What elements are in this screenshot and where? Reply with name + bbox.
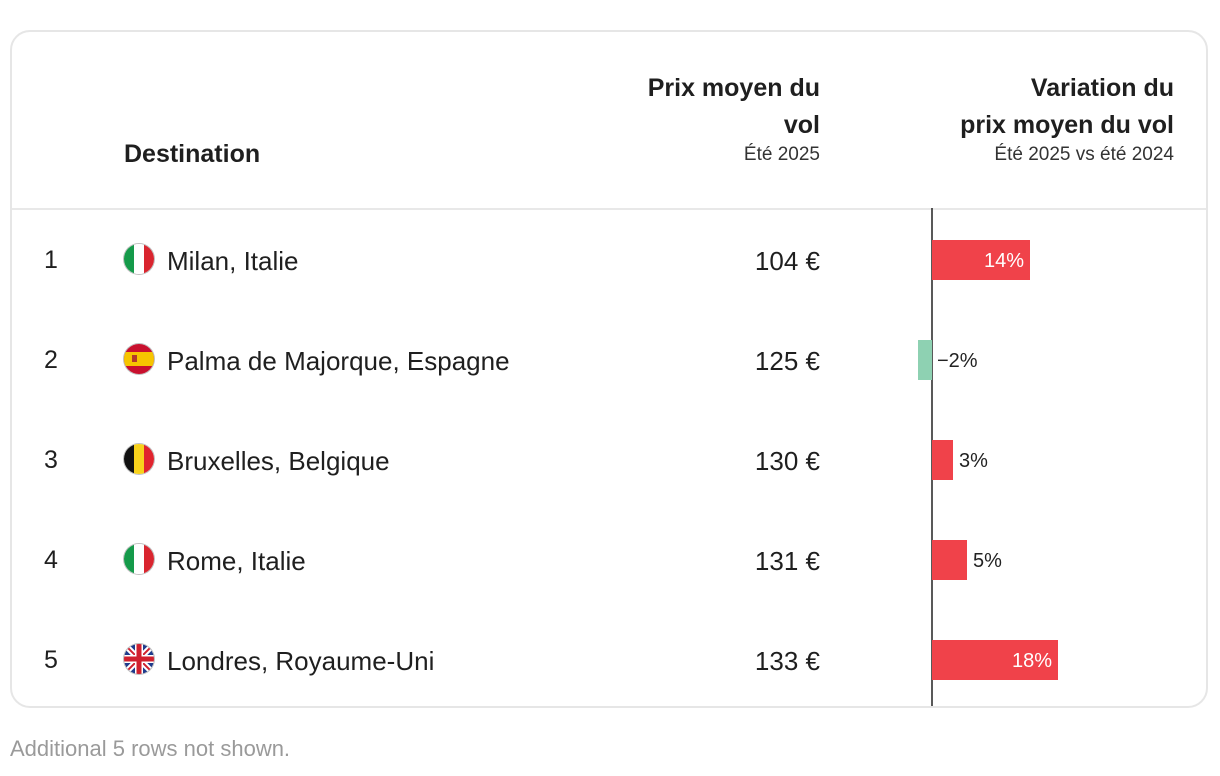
- spain-flag-icon: [124, 344, 154, 374]
- price-cell: 133 €: [754, 646, 820, 676]
- variation-header-line1: Variation du: [1030, 74, 1174, 102]
- table-row: 4 Rome, Italie 131 €: [12, 510, 1206, 610]
- price-subtitle: Été 2025: [743, 144, 820, 165]
- price-header-line1: Prix moyen du: [647, 74, 820, 102]
- footnote: Additional 5 rows not shown.: [10, 736, 291, 761]
- table-row: 2 Palma de Majorque, Espagne 125 €: [12, 310, 1206, 410]
- italy-flag-icon: [124, 544, 154, 574]
- belgium-flag-icon: [124, 444, 154, 474]
- variation-bar: [932, 440, 953, 480]
- destination-cell: Milan, Italie: [167, 246, 299, 276]
- price-cell: 104 €: [754, 246, 820, 276]
- variation-label: 3%: [959, 450, 988, 472]
- italy-flag-icon: [124, 244, 154, 274]
- uk-flag-icon: [124, 644, 154, 674]
- variation-bar: [932, 640, 1058, 680]
- destination-cell: Bruxelles, Belgique: [167, 446, 390, 476]
- variation-bar: [932, 540, 967, 580]
- variation-bar: [932, 240, 1030, 280]
- table-card: Destination Prix moyen du vol Été 2025 V…: [10, 30, 1208, 708]
- table-row: 5 Londres, Royaume-Uni 133 €: [12, 610, 1206, 706]
- destination-header: Destination: [124, 140, 261, 168]
- variation-header: Variation du prix moyen du vol: [960, 70, 1174, 144]
- table-row: 1 Milan, Italie 104 €: [12, 210, 1206, 310]
- variation-bar-chart: 14% −2% 3% 5% 18%: [918, 208, 1058, 706]
- destination-cell: Rome, Italie: [167, 546, 306, 576]
- variation-label: 14%: [984, 250, 1024, 272]
- price-cell: 130 €: [754, 446, 820, 476]
- rank-cell: 5: [44, 646, 58, 674]
- destination-cell: Londres, Royaume-Uni: [167, 646, 435, 676]
- variation-subtitle: Été 2025 vs été 2024: [994, 144, 1174, 165]
- price-cell: 131 €: [754, 546, 820, 576]
- rank-cell: 2: [44, 346, 58, 374]
- table-header: Destination Prix moyen du vol Été 2025 V…: [12, 32, 1206, 210]
- variation-bar: [918, 340, 932, 380]
- destination-cell: Palma de Majorque, Espagne: [167, 346, 510, 376]
- rank-cell: 1: [44, 246, 58, 274]
- variation-header-line2: prix moyen du vol: [960, 111, 1174, 139]
- table-row: 3 Bruxelles, Belgique 130 €: [12, 410, 1206, 510]
- variation-label: −2%: [937, 350, 978, 372]
- variation-label: 5%: [973, 550, 1002, 572]
- variation-label: 18%: [1012, 650, 1052, 672]
- price-header-line2: vol: [783, 111, 820, 139]
- rank-cell: 3: [44, 446, 58, 474]
- price-header: Prix moyen du vol: [648, 70, 820, 144]
- rank-cell: 4: [44, 546, 58, 574]
- price-cell: 125 €: [754, 346, 820, 376]
